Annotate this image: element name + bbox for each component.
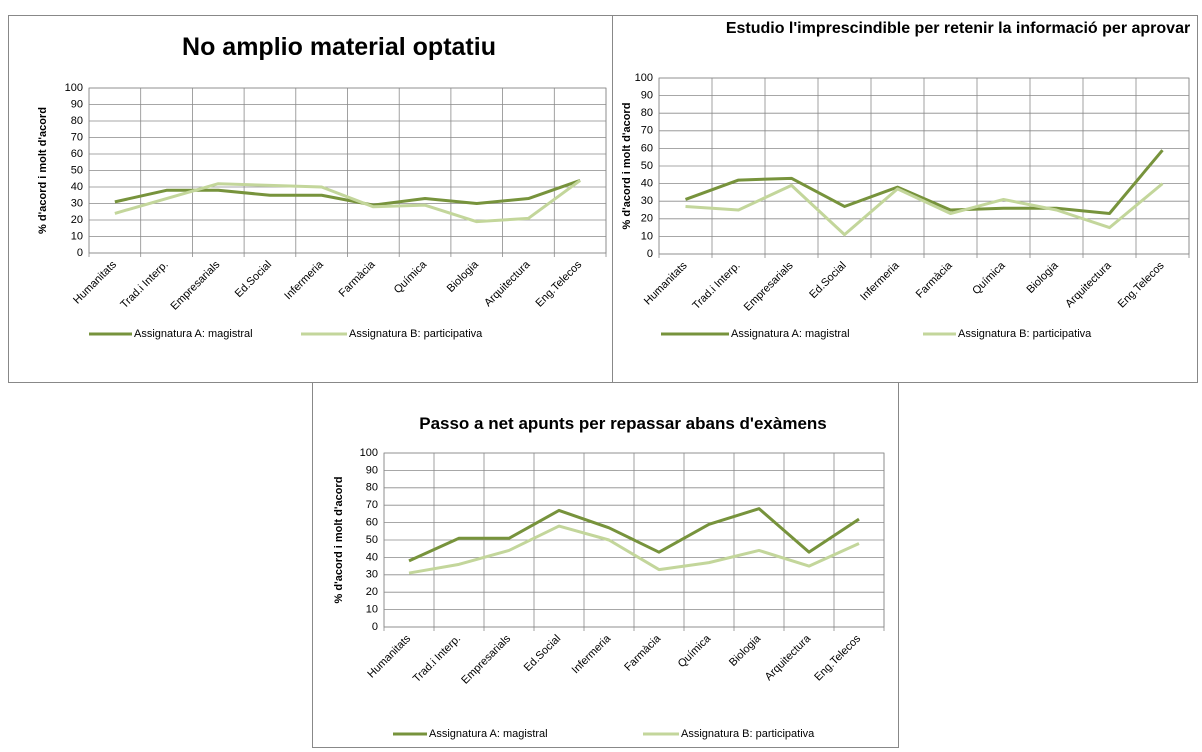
x-tick-label: Infermeria [282,258,326,302]
legend-label: Assignatura B: participativa [349,328,483,340]
y-tick-label: 90 [366,464,378,476]
y-axis-label: % d'acord i molt d'acord [333,477,345,604]
x-tick-label: Humanitats [71,258,119,306]
x-tick-label: Arquitectura [482,258,533,309]
y-tick-label: 70 [366,499,378,511]
x-tick-label: Biologia [727,632,764,669]
chart-title: No amplio material optatiu [182,33,496,61]
x-tick-label: Empresarials [459,632,513,686]
x-tick-label: Química [970,259,1008,297]
chart-panel: 0 10 20 30 40 50 60 70 80 90 100 Humanitats Trad.i I… [612,15,1198,383]
y-tick-label: 70 [641,125,653,137]
x-tick-label: Eng.Telecos [533,258,584,309]
y-tick-label: 80 [366,482,378,494]
x-tick-label: Ed.Social [522,633,563,674]
plot-border [88,87,607,254]
x-tick-label: Farmàcia [622,632,664,674]
y-tick-label: 60 [641,142,653,154]
x-tick-label: Empresarials [169,258,223,312]
x-tick-label: Ed.Social [233,259,274,300]
x-tick-label: Biologia [1025,259,1062,296]
x-tick-label: Humanitats [365,632,413,680]
y-tick-label: 40 [366,551,378,563]
y-tick-label: 70 [71,131,83,143]
x-tick-label: Química [676,632,714,670]
series-line [408,524,860,575]
y-tick-label: 100 [65,82,83,94]
x-tick-label: Química [392,258,430,296]
legend-label: Assignatura B: participativa [681,728,815,740]
x-tick-label: Eng.Telecos [1116,259,1167,310]
legend-label: Assignatura A: magistral [134,328,253,340]
x-tick-label: Arquitectura [763,632,814,683]
y-tick-label: 80 [71,115,83,127]
y-tick-label: 10 [641,230,653,242]
x-tick-label: Farmàcia [914,259,956,301]
y-tick-label: 100 [635,72,653,84]
x-tick-label: Trad.i Interp. [118,259,170,311]
legend-label: Assignatura A: magistral [429,728,548,740]
y-tick-label: 0 [77,247,83,259]
y-tick-label: 50 [641,160,653,172]
y-tick-label: 60 [71,148,83,160]
y-tick-label: 50 [71,164,83,176]
y-tick-label: 30 [641,195,653,207]
x-tick-label: Infermeria [570,632,614,676]
y-tick-label: 30 [71,197,83,209]
x-tick-label: Trad.i Interp. [411,633,463,685]
y-tick-label: 40 [71,181,83,193]
y-tick-label: 80 [641,107,653,119]
chart-title: Estudio l'imprescindible per retenir la … [725,20,1191,37]
y-tick-label: 50 [366,534,378,546]
y-tick-label: 10 [366,604,378,616]
plot-border [383,452,885,628]
x-tick-label: Arquitectura [1063,259,1114,310]
x-tick-label: Empresarials [742,259,796,313]
y-tick-label: 10 [71,230,83,242]
y-axis-label: % d'acord i molt d'acord [37,107,49,234]
y-tick-label: 90 [71,98,83,110]
series-line [408,507,860,563]
x-tick-label: Infermeria [858,259,902,303]
y-tick-label: 20 [641,213,653,225]
series-line [685,182,1164,237]
legend-label: Assignatura B: participativa [958,328,1092,340]
x-tick-label: Biologia [445,258,482,295]
y-tick-label: 60 [366,517,378,529]
x-tick-label: Farmàcia [337,258,379,300]
y-tick-label: 100 [360,447,378,459]
x-tick-label: Ed.Social [807,260,848,301]
x-tick-label: Humanitats [642,259,690,307]
y-tick-label: 90 [641,90,653,102]
y-axis-label: % d'acord i molt d'acord [621,103,633,230]
y-tick-label: 20 [71,214,83,226]
chart-panel: 0 10 20 30 40 50 60 70 80 90 100 Humanitats Trad.i I… [312,382,899,748]
y-tick-label: 40 [641,178,653,190]
y-tick-label: 0 [647,248,653,260]
chart-panel: 0 10 20 30 40 50 60 70 80 90 100 Humanitats Trad.i I… [8,15,613,383]
y-tick-label: 30 [366,569,378,581]
y-tick-label: 20 [366,586,378,598]
series-line [114,179,582,224]
legend-label: Assignatura A: magistral [731,328,850,340]
plot-border [658,77,1190,255]
series-line [684,149,1164,216]
x-tick-label: Eng.Telecos [812,632,863,683]
y-tick-label: 0 [372,621,378,633]
x-tick-label: Trad.i Interp. [690,260,742,312]
chart-title: Passo a net apunts per repassar abans d'… [419,414,827,433]
